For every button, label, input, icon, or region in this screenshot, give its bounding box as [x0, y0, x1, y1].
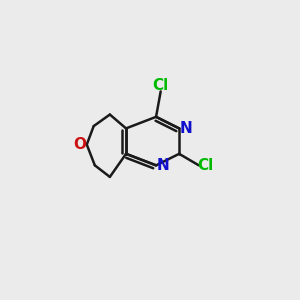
Text: N: N	[179, 121, 192, 136]
Text: Cl: Cl	[153, 78, 169, 93]
Text: Cl: Cl	[197, 158, 213, 173]
Text: O: O	[73, 137, 86, 152]
Text: N: N	[156, 158, 169, 173]
